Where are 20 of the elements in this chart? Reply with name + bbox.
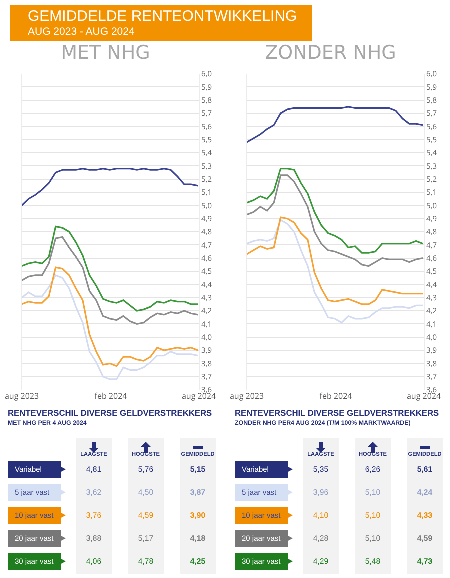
text: RENTEVERSCHIL DIVERSE GELDVERSTREKKERS	[235, 408, 440, 418]
text: RENTEVERSCHIL DIVERSE GELDVERSTREKKERS	[8, 408, 212, 418]
line-series	[247, 219, 424, 324]
text: AUG 2023 - AUG 2024	[28, 26, 136, 38]
line-series	[22, 168, 199, 206]
chart-title: MET NHG	[61, 42, 150, 64]
line-series	[22, 226, 199, 312]
line-series	[247, 168, 424, 254]
line-series	[247, 174, 424, 268]
line-series	[247, 106, 424, 144]
line-series	[22, 236, 199, 325]
chart-title: ZONDER NHG	[265, 42, 396, 64]
text: GEMIDDELDE RENTEONTWIKKELING	[28, 8, 298, 26]
x-tick-label: feb 2024	[320, 391, 353, 402]
line-series	[247, 216, 424, 306]
x-tick-label: aug 2023	[230, 391, 264, 402]
line-series	[22, 274, 199, 380]
x-tick-label: feb 2024	[94, 391, 128, 402]
line-series	[22, 266, 199, 368]
x-tick-label: aug 2023	[4, 391, 40, 402]
